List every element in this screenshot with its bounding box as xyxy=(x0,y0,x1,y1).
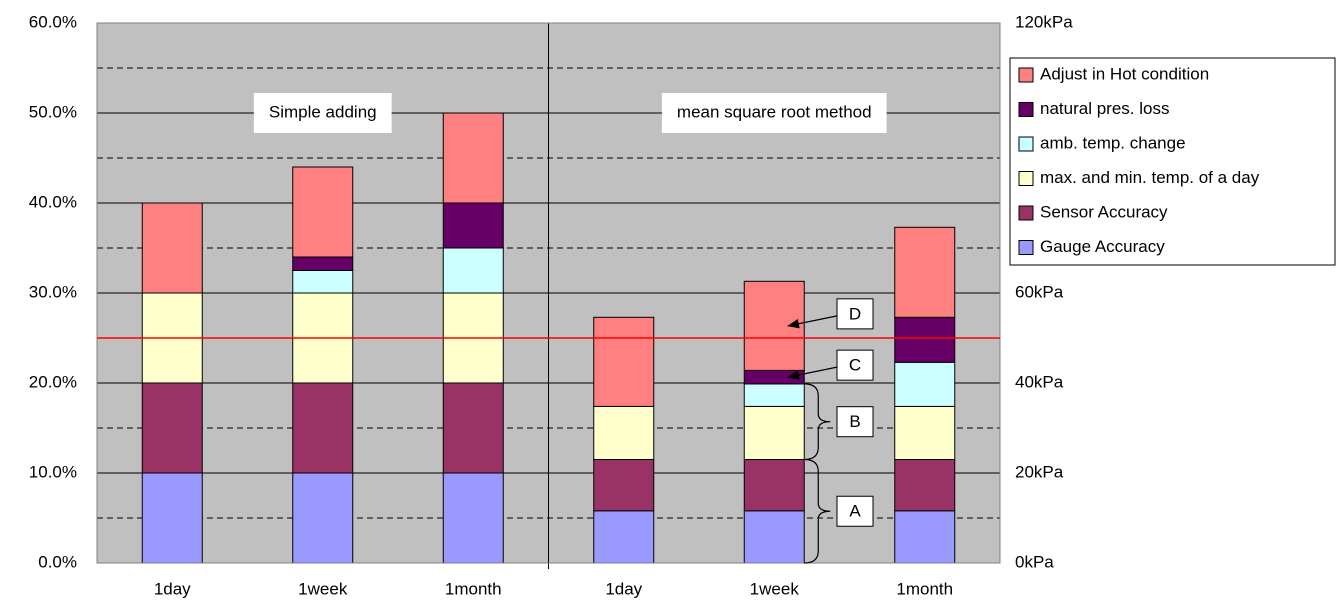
bar-segment xyxy=(743,383,805,407)
annotation-label: D xyxy=(849,304,861,323)
bar-segment xyxy=(894,361,956,407)
legend-swatch xyxy=(1018,136,1034,152)
bar-segment xyxy=(894,459,956,512)
legend-swatch xyxy=(1018,102,1034,117)
annotation-label: C xyxy=(849,356,861,375)
y2-tick-label: 20kPa xyxy=(1015,462,1064,481)
bar-segment xyxy=(743,280,805,371)
legend-swatch xyxy=(1018,240,1034,255)
group-label-box xyxy=(661,93,887,133)
x-tick-label: 1month xyxy=(896,579,953,598)
brace xyxy=(804,383,831,461)
bar-segment xyxy=(442,112,504,204)
bar-segment xyxy=(743,459,805,512)
annotation-label: B xyxy=(849,412,860,431)
x-tick-label: 1week xyxy=(298,579,348,598)
legend-label: amb. temp. change xyxy=(1040,133,1186,152)
group-label: mean square root method xyxy=(677,102,872,121)
bar-segment xyxy=(743,405,805,460)
annotation-box xyxy=(836,406,874,438)
y-tick-label: 10.0% xyxy=(29,462,77,481)
bar-segment xyxy=(743,369,805,385)
legend-label: Adjust in Hot condition xyxy=(1040,64,1209,83)
legend-label: Gauge Accuracy xyxy=(1040,237,1165,256)
legend-swatch xyxy=(1018,171,1034,186)
annotation-box xyxy=(836,495,874,527)
plot-border xyxy=(96,22,1001,564)
y2-tick-label: 0kPa xyxy=(1015,552,1054,571)
bar-segment xyxy=(894,510,956,564)
bar-segment xyxy=(141,202,203,294)
bar-segment xyxy=(894,226,956,318)
legend-label: Sensor Accuracy xyxy=(1040,202,1168,221)
annotation-arrow xyxy=(787,366,838,380)
bar-segment xyxy=(141,382,203,474)
bar-segment xyxy=(292,472,354,564)
x-tick-label: 1day xyxy=(154,579,191,598)
brace xyxy=(804,458,831,564)
legend-label: max. and min. temp. of a day xyxy=(1040,168,1260,187)
group-label-box xyxy=(253,93,392,133)
y-tick-label: 20.0% xyxy=(29,372,77,391)
bar-segment xyxy=(894,405,956,460)
y-tick-label: 0.0% xyxy=(38,552,77,571)
bar-segment xyxy=(894,316,956,363)
y2-tick-label: 40kPa xyxy=(1015,372,1064,391)
bar-segment xyxy=(593,316,655,407)
y-tick-label: 40.0% xyxy=(29,192,77,211)
annotation-arrow xyxy=(787,315,838,329)
bar-segment xyxy=(292,166,354,258)
bar-segment xyxy=(292,382,354,474)
bar-segment xyxy=(292,270,354,294)
bar-segment xyxy=(442,247,504,294)
bar-segment xyxy=(743,510,805,564)
y-tick-label: 60.0% xyxy=(29,12,77,31)
bar-segment xyxy=(593,459,655,512)
bar-segment xyxy=(442,202,504,249)
bar-segment xyxy=(593,510,655,564)
legend-swatch xyxy=(1018,205,1034,221)
x-tick-label: 1week xyxy=(750,579,800,598)
bar-segment xyxy=(141,472,203,564)
legend: Adjust in Hot condition natural pres. los… xyxy=(1009,57,1336,266)
annotation-box xyxy=(836,349,874,381)
y2-tick-label: 60kPa xyxy=(1015,282,1064,301)
legend-swatch xyxy=(1018,67,1034,83)
y-tick-label: 30.0% xyxy=(29,282,77,301)
annotation-box xyxy=(836,298,874,330)
legend-label: natural pres. loss xyxy=(1040,99,1169,118)
bar-segment xyxy=(292,256,354,271)
y-tick-label: 50.0% xyxy=(29,102,77,121)
legend-box xyxy=(1009,57,1336,266)
bar-segment xyxy=(593,405,655,460)
bar-segment xyxy=(442,472,504,564)
x-tick-label: 1month xyxy=(445,579,502,598)
y2-tick-label: 120kPa xyxy=(1015,12,1073,31)
annotation-label: A xyxy=(849,502,861,521)
group-label: Simple adding xyxy=(269,102,377,121)
x-tick-label: 1day xyxy=(605,579,642,598)
bar-segment xyxy=(442,382,504,474)
